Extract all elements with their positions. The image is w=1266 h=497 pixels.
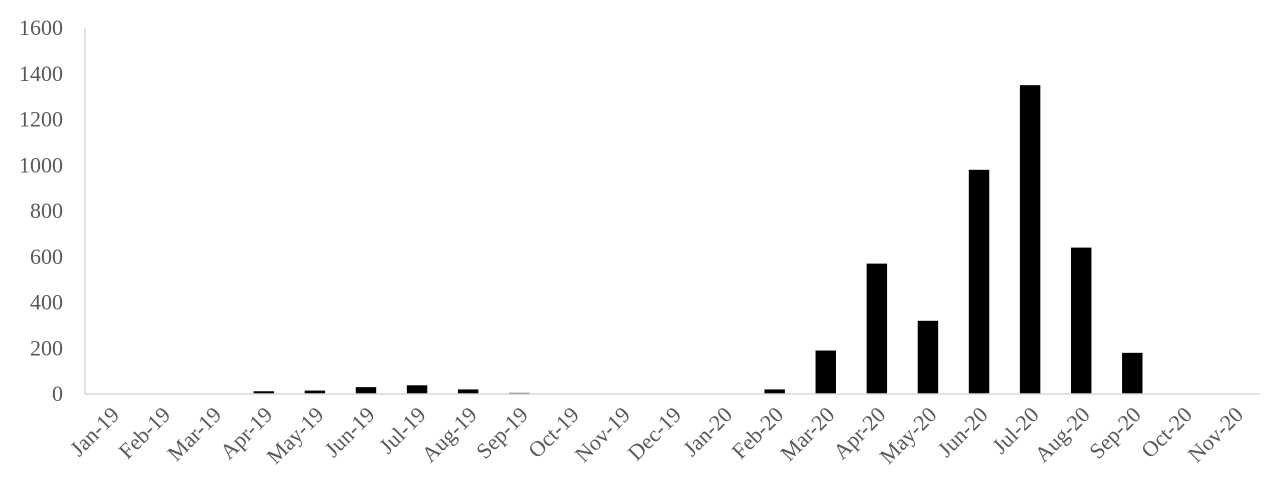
x-axis-labels: Jan-19Feb-19Mar-19Apr-19May-19Jun-19Jul-… xyxy=(65,402,1248,469)
y-tick-label: 800 xyxy=(30,198,63,223)
y-tick-label: 0 xyxy=(52,381,63,406)
x-tick-label: Feb-20 xyxy=(726,402,788,464)
y-tick-label: 400 xyxy=(30,290,63,315)
y-tick-label: 1000 xyxy=(19,152,63,177)
bar xyxy=(968,169,990,394)
bar xyxy=(917,320,939,394)
bar xyxy=(866,263,888,394)
bar xyxy=(406,385,428,394)
bar xyxy=(1122,352,1143,394)
x-tick-label: Aug-20 xyxy=(1030,402,1095,467)
x-tick-label: Jan-20 xyxy=(678,402,737,461)
bar xyxy=(764,389,785,394)
x-tick-label: Mar-20 xyxy=(775,402,839,466)
bar xyxy=(457,389,479,394)
x-tick-label: Nov-20 xyxy=(1183,402,1248,467)
x-tick-label: Jun-20 xyxy=(933,402,993,462)
y-tick-label: 200 xyxy=(30,335,63,360)
x-tick-label: Sep-19 xyxy=(471,402,533,464)
y-tick-label: 1600 xyxy=(19,15,63,40)
y-tick-label: 600 xyxy=(30,244,63,269)
x-tick-label: Aug-19 xyxy=(416,402,481,467)
y-axis-ticks: 0 200 400 600 800 1000 1200 1400 1600 xyxy=(19,15,63,406)
y-tick-label: 1400 xyxy=(19,61,63,86)
x-tick-label: Nov-19 xyxy=(570,402,635,467)
bar xyxy=(355,387,377,394)
bar xyxy=(1070,247,1092,394)
bars xyxy=(253,85,1143,394)
y-tick-label: 1200 xyxy=(19,107,63,132)
bar xyxy=(1019,85,1041,394)
x-tick-label: Sep-20 xyxy=(1084,402,1146,464)
x-tick-label: Jan-19 xyxy=(65,402,124,461)
bar xyxy=(815,350,836,394)
x-tick-label: May-19 xyxy=(261,402,328,469)
x-tick-label: Mar-19 xyxy=(162,402,226,466)
x-tick-label: Dec-19 xyxy=(623,402,686,465)
bar xyxy=(253,391,275,394)
x-tick-label: May-20 xyxy=(875,402,942,469)
x-tick-label: Feb-19 xyxy=(113,402,175,464)
bar xyxy=(304,390,326,394)
x-tick-label: Jun-19 xyxy=(319,402,379,462)
